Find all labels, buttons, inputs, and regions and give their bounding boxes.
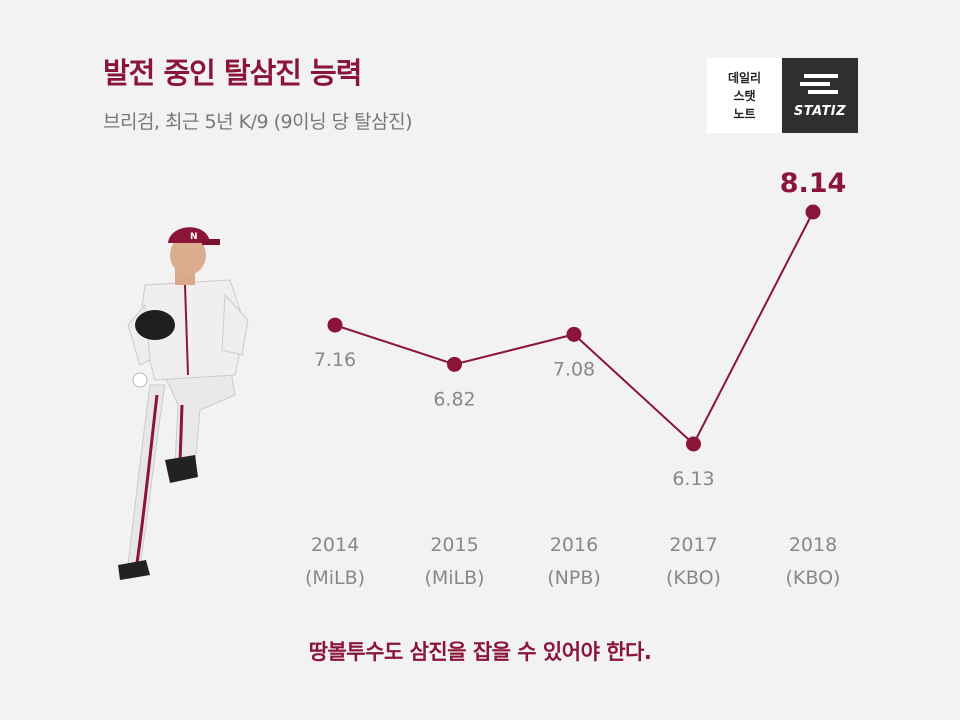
data-point-2016 (566, 326, 582, 342)
x-tick-league-2018: (KBO) (786, 567, 841, 589)
logo-line-2: 스탯 (733, 88, 756, 103)
data-label-2018: 8.14 (780, 168, 847, 199)
baseball-pitcher-image: N (118, 227, 249, 580)
statiz-emblem-icon (800, 74, 838, 94)
data-label-2014: 7.16 (314, 349, 356, 371)
x-tick-year-2018: 2018 (789, 534, 837, 556)
x-tick-league-2014: (MiLB) (305, 567, 365, 589)
statiz-brand-text: STATIZ (793, 104, 847, 119)
data-point-2018 (805, 204, 821, 220)
data-point-2014 (327, 317, 343, 333)
logo-line-3: 노트 (733, 106, 756, 121)
x-tick-league-2016: (NPB) (547, 567, 601, 589)
x-tick-year-2014: 2014 (311, 534, 359, 556)
statiz-logo: STATIZ (782, 58, 858, 133)
data-label-2017: 6.13 (672, 468, 714, 490)
x-tick-league-2017: (KBO) (666, 567, 721, 589)
data-point-2017 (686, 436, 701, 452)
x-tick-year-2015: 2015 (430, 534, 478, 556)
logo-line-1: 데일리 (727, 70, 762, 85)
page-subtitle: 브리검, 최근 5년 K/9 (9이닝 당 탈삼진) (103, 111, 413, 133)
svg-text:N: N (190, 232, 198, 242)
footer-caption: 땅볼투수도 삼진을 잡을 수 있어야 한다. (308, 640, 652, 664)
x-tick-year-2017: 2017 (669, 534, 717, 556)
brand-logo: 데일리 스탯 노트 STATIZ (707, 58, 858, 133)
page-title: 발전 중인 탈삼진 능력 (103, 56, 362, 90)
daily-stat-note-logo: 데일리 스탯 노트 (707, 58, 782, 133)
data-label-2015: 6.82 (433, 388, 475, 410)
x-tick-year-2016: 2016 (550, 534, 598, 556)
data-label-2016: 7.08 (553, 358, 595, 380)
x-tick-league-2015: (MiLB) (424, 567, 484, 589)
data-point-2015 (447, 356, 462, 372)
